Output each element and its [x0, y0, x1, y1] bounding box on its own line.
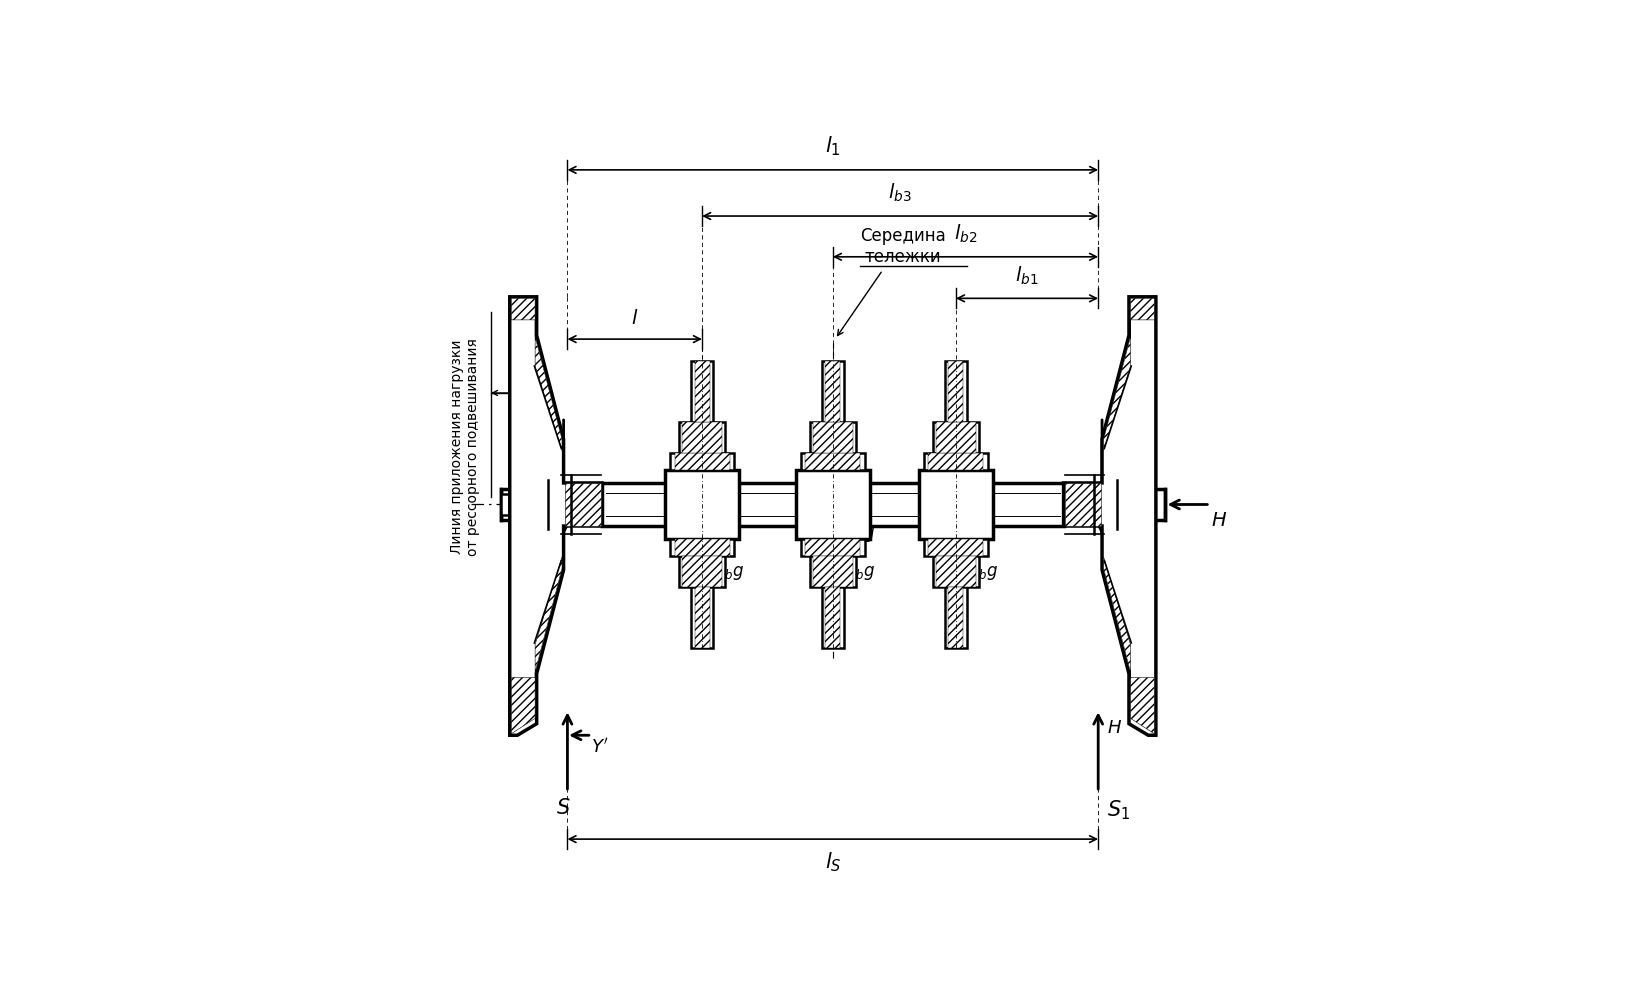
Bar	[822, 586, 843, 648]
Polygon shape	[566, 483, 601, 526]
Bar	[826, 586, 840, 648]
Polygon shape	[1103, 299, 1154, 451]
Bar	[670, 538, 734, 555]
Text: $l_{b2}$: $l_{b2}$	[954, 223, 977, 246]
Bar	[826, 361, 840, 423]
Bar	[670, 454, 734, 471]
Polygon shape	[1064, 483, 1100, 526]
Bar	[949, 361, 964, 423]
Bar	[923, 538, 988, 555]
Text: $P_1$: $P_1$	[1133, 420, 1155, 444]
Bar	[928, 538, 983, 555]
Bar	[812, 555, 853, 586]
Bar	[936, 555, 977, 586]
Text: $G_b g$: $G_b g$	[965, 561, 999, 582]
Polygon shape	[512, 299, 562, 451]
Text: $P$: $P$	[517, 417, 533, 439]
Polygon shape	[1131, 677, 1154, 733]
Polygon shape	[1103, 556, 1154, 710]
Bar	[920, 471, 993, 538]
Bar	[682, 423, 723, 454]
Text: $Y'$: $Y'$	[590, 737, 608, 756]
Bar	[801, 538, 864, 555]
Bar	[923, 454, 988, 471]
Bar	[679, 423, 725, 454]
Text: $S_1$: $S_1$	[1107, 798, 1131, 822]
Polygon shape	[512, 556, 562, 710]
Text: Линия приложения нагрузки
от рессорного подвешивания: Линия приложения нагрузки от рессорного …	[450, 338, 481, 555]
Bar	[933, 555, 978, 586]
Bar	[674, 538, 730, 555]
Text: $Y_i$: $Y_i$	[856, 508, 873, 528]
Bar	[806, 538, 860, 555]
Bar	[682, 555, 723, 586]
Text: $H$: $H$	[1107, 718, 1123, 736]
Bar	[809, 423, 856, 454]
Text: $l_{b3}$: $l_{b3}$	[889, 182, 912, 205]
Text: Середина
тележки: Середина тележки	[860, 227, 946, 266]
Text: $S$: $S$	[556, 798, 570, 818]
Bar	[691, 586, 713, 648]
Bar	[946, 361, 967, 423]
Text: $H$: $H$	[1211, 512, 1227, 530]
Bar	[936, 423, 977, 454]
Bar	[1118, 489, 1165, 520]
Text: $G_b g$: $G_b g$	[843, 561, 876, 582]
Bar	[679, 555, 725, 586]
Text: $l_1$: $l_1$	[826, 135, 840, 158]
Bar	[674, 454, 730, 471]
Bar	[694, 586, 710, 648]
Bar	[694, 361, 710, 423]
Text: $G_0 g$: $G_0 g$	[843, 522, 876, 543]
Polygon shape	[1064, 297, 1155, 735]
Bar	[665, 471, 739, 538]
Bar	[809, 555, 856, 586]
Bar	[946, 586, 967, 648]
Polygon shape	[512, 677, 535, 733]
Text: $l$: $l$	[630, 309, 639, 328]
Bar	[500, 494, 517, 515]
Text: $l_S$: $l_S$	[824, 851, 842, 874]
Bar	[691, 361, 713, 423]
Bar	[928, 454, 983, 471]
Bar	[500, 489, 548, 520]
Bar	[933, 423, 978, 454]
Polygon shape	[510, 297, 601, 735]
Bar	[812, 423, 853, 454]
Bar	[822, 361, 843, 423]
Bar	[801, 454, 864, 471]
Bar	[601, 483, 1064, 526]
Bar	[949, 586, 964, 648]
Bar	[806, 454, 860, 471]
Text: $l_{b1}$: $l_{b1}$	[1016, 265, 1038, 287]
Text: $G_b g$: $G_b g$	[712, 561, 744, 582]
Bar	[796, 471, 869, 538]
